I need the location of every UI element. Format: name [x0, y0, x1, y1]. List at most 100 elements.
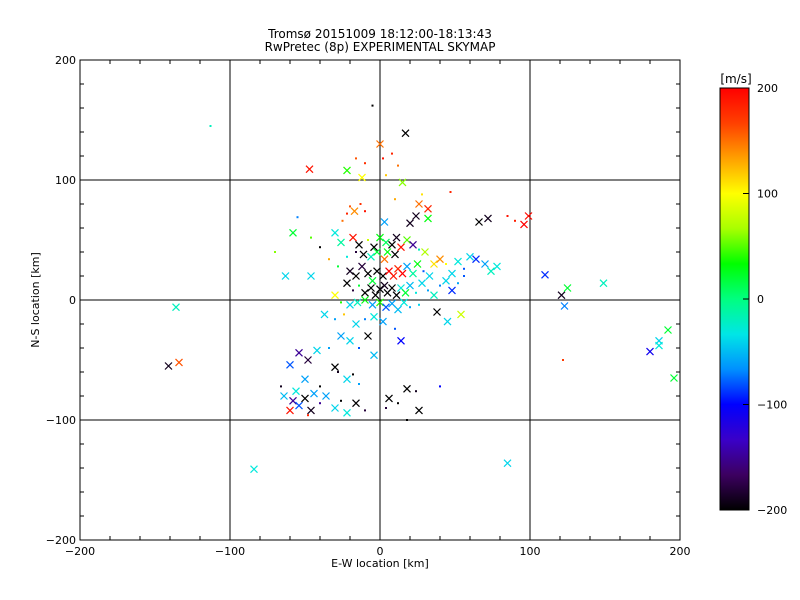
marker-dot [445, 263, 447, 265]
marker-dot [343, 313, 345, 316]
y-tick-label: −200 [46, 534, 76, 547]
marker-cross [250, 465, 258, 474]
marker-cross [376, 233, 384, 242]
marker-cross [557, 291, 566, 300]
marker-cross [304, 356, 312, 364]
marker-dot [397, 164, 399, 167]
marker-cross [331, 228, 339, 237]
marker-cross [301, 394, 309, 403]
marker-cross [343, 375, 351, 384]
marker-cross [409, 240, 417, 249]
marker-cross [376, 285, 384, 294]
marker-dot [439, 385, 441, 388]
marker-dot [310, 236, 312, 239]
marker-cross [382, 303, 390, 312]
marker-cross [443, 317, 452, 326]
marker-dot [422, 270, 425, 273]
marker-dot [385, 174, 387, 177]
marker-cross [388, 240, 396, 249]
marker-cross [280, 392, 288, 400]
marker-dot [364, 318, 366, 321]
marker-dot [409, 306, 411, 309]
marker-cross [454, 257, 462, 266]
marker-cross [281, 272, 290, 280]
marker-dot [427, 289, 429, 292]
marker-cross [310, 389, 318, 398]
marker-dot [397, 402, 399, 405]
marker-dot [358, 383, 360, 385]
colorbar-tick-label: 0 [757, 293, 764, 306]
colorbar-tick-label: 100 [757, 188, 778, 201]
colorbar-label: [m/s] [720, 72, 751, 86]
marker-dot [391, 152, 393, 155]
marker-cross [466, 252, 474, 261]
marker-cross [352, 320, 360, 328]
x-axis-tick-labels: −200 −100 0 100 200 [65, 545, 691, 558]
marker-cross [599, 279, 608, 288]
marker-cross [172, 303, 180, 312]
marker-dot [367, 239, 369, 241]
marker-cross [379, 272, 387, 280]
marker-dot [337, 371, 339, 373]
marker-cross [367, 252, 375, 261]
marker-cross [388, 299, 396, 308]
marker-dot [346, 212, 348, 215]
marker-dot [463, 267, 465, 270]
marker-cross [401, 288, 410, 297]
marker-dot [394, 327, 396, 330]
marker-cross [353, 298, 362, 307]
marker-cross [368, 276, 377, 285]
marker-dot [337, 265, 339, 268]
marker-dot [358, 347, 360, 349]
marker-dot [352, 289, 354, 292]
marker-cross [175, 358, 183, 367]
marker-cross [331, 291, 339, 300]
marker-cross [364, 269, 372, 278]
marker-dot [406, 419, 408, 421]
marker-cross [457, 310, 465, 319]
marker-dot [359, 203, 362, 205]
marker-dot [341, 219, 344, 222]
marker-cross [472, 255, 480, 264]
marker-cross [370, 243, 378, 252]
marker-cross [397, 243, 405, 252]
marker-cross [391, 250, 399, 259]
marker-dot [449, 191, 452, 193]
marker-cross [373, 267, 381, 276]
chart-title: Tromsø 20151009 18:12:00-18:13:43 [267, 27, 492, 41]
marker-cross [164, 362, 173, 370]
x-tick-label: 200 [670, 545, 691, 558]
marker-cross [346, 267, 354, 276]
marker-dot [514, 219, 516, 222]
marker-cross [442, 276, 450, 285]
y-tick-label: 100 [55, 174, 76, 187]
marker-cross [343, 166, 351, 175]
marker-dot [349, 205, 351, 208]
marker-cross [430, 291, 438, 300]
marker-cross [313, 346, 321, 355]
marker-cross [343, 279, 351, 288]
marker-dot [382, 157, 384, 160]
marker-cross [307, 272, 315, 280]
x-tick-label: 100 [520, 545, 541, 558]
marker-cross [493, 262, 501, 271]
marker-dot [421, 193, 423, 196]
marker-cross [337, 238, 345, 247]
marker-dot [463, 275, 465, 277]
marker-cross [358, 262, 366, 271]
y-tick-label: 200 [55, 54, 76, 67]
marker-cross [320, 310, 329, 319]
colorbar-ticks [743, 87, 749, 511]
colorbar-tick-labels: −200 −100 0 100 200 [757, 82, 787, 517]
y-tick-label: 0 [69, 294, 76, 307]
marker-cross [286, 360, 294, 369]
colorbar-tick-label: −100 [757, 399, 787, 412]
marker-cross [361, 296, 369, 304]
marker-cross [541, 270, 549, 279]
marker-cross [286, 406, 294, 415]
marker-cross [388, 284, 396, 292]
marker-cross [358, 173, 366, 182]
marker-cross [401, 129, 410, 138]
marker-cross [371, 291, 380, 300]
marker-cross [430, 260, 438, 268]
